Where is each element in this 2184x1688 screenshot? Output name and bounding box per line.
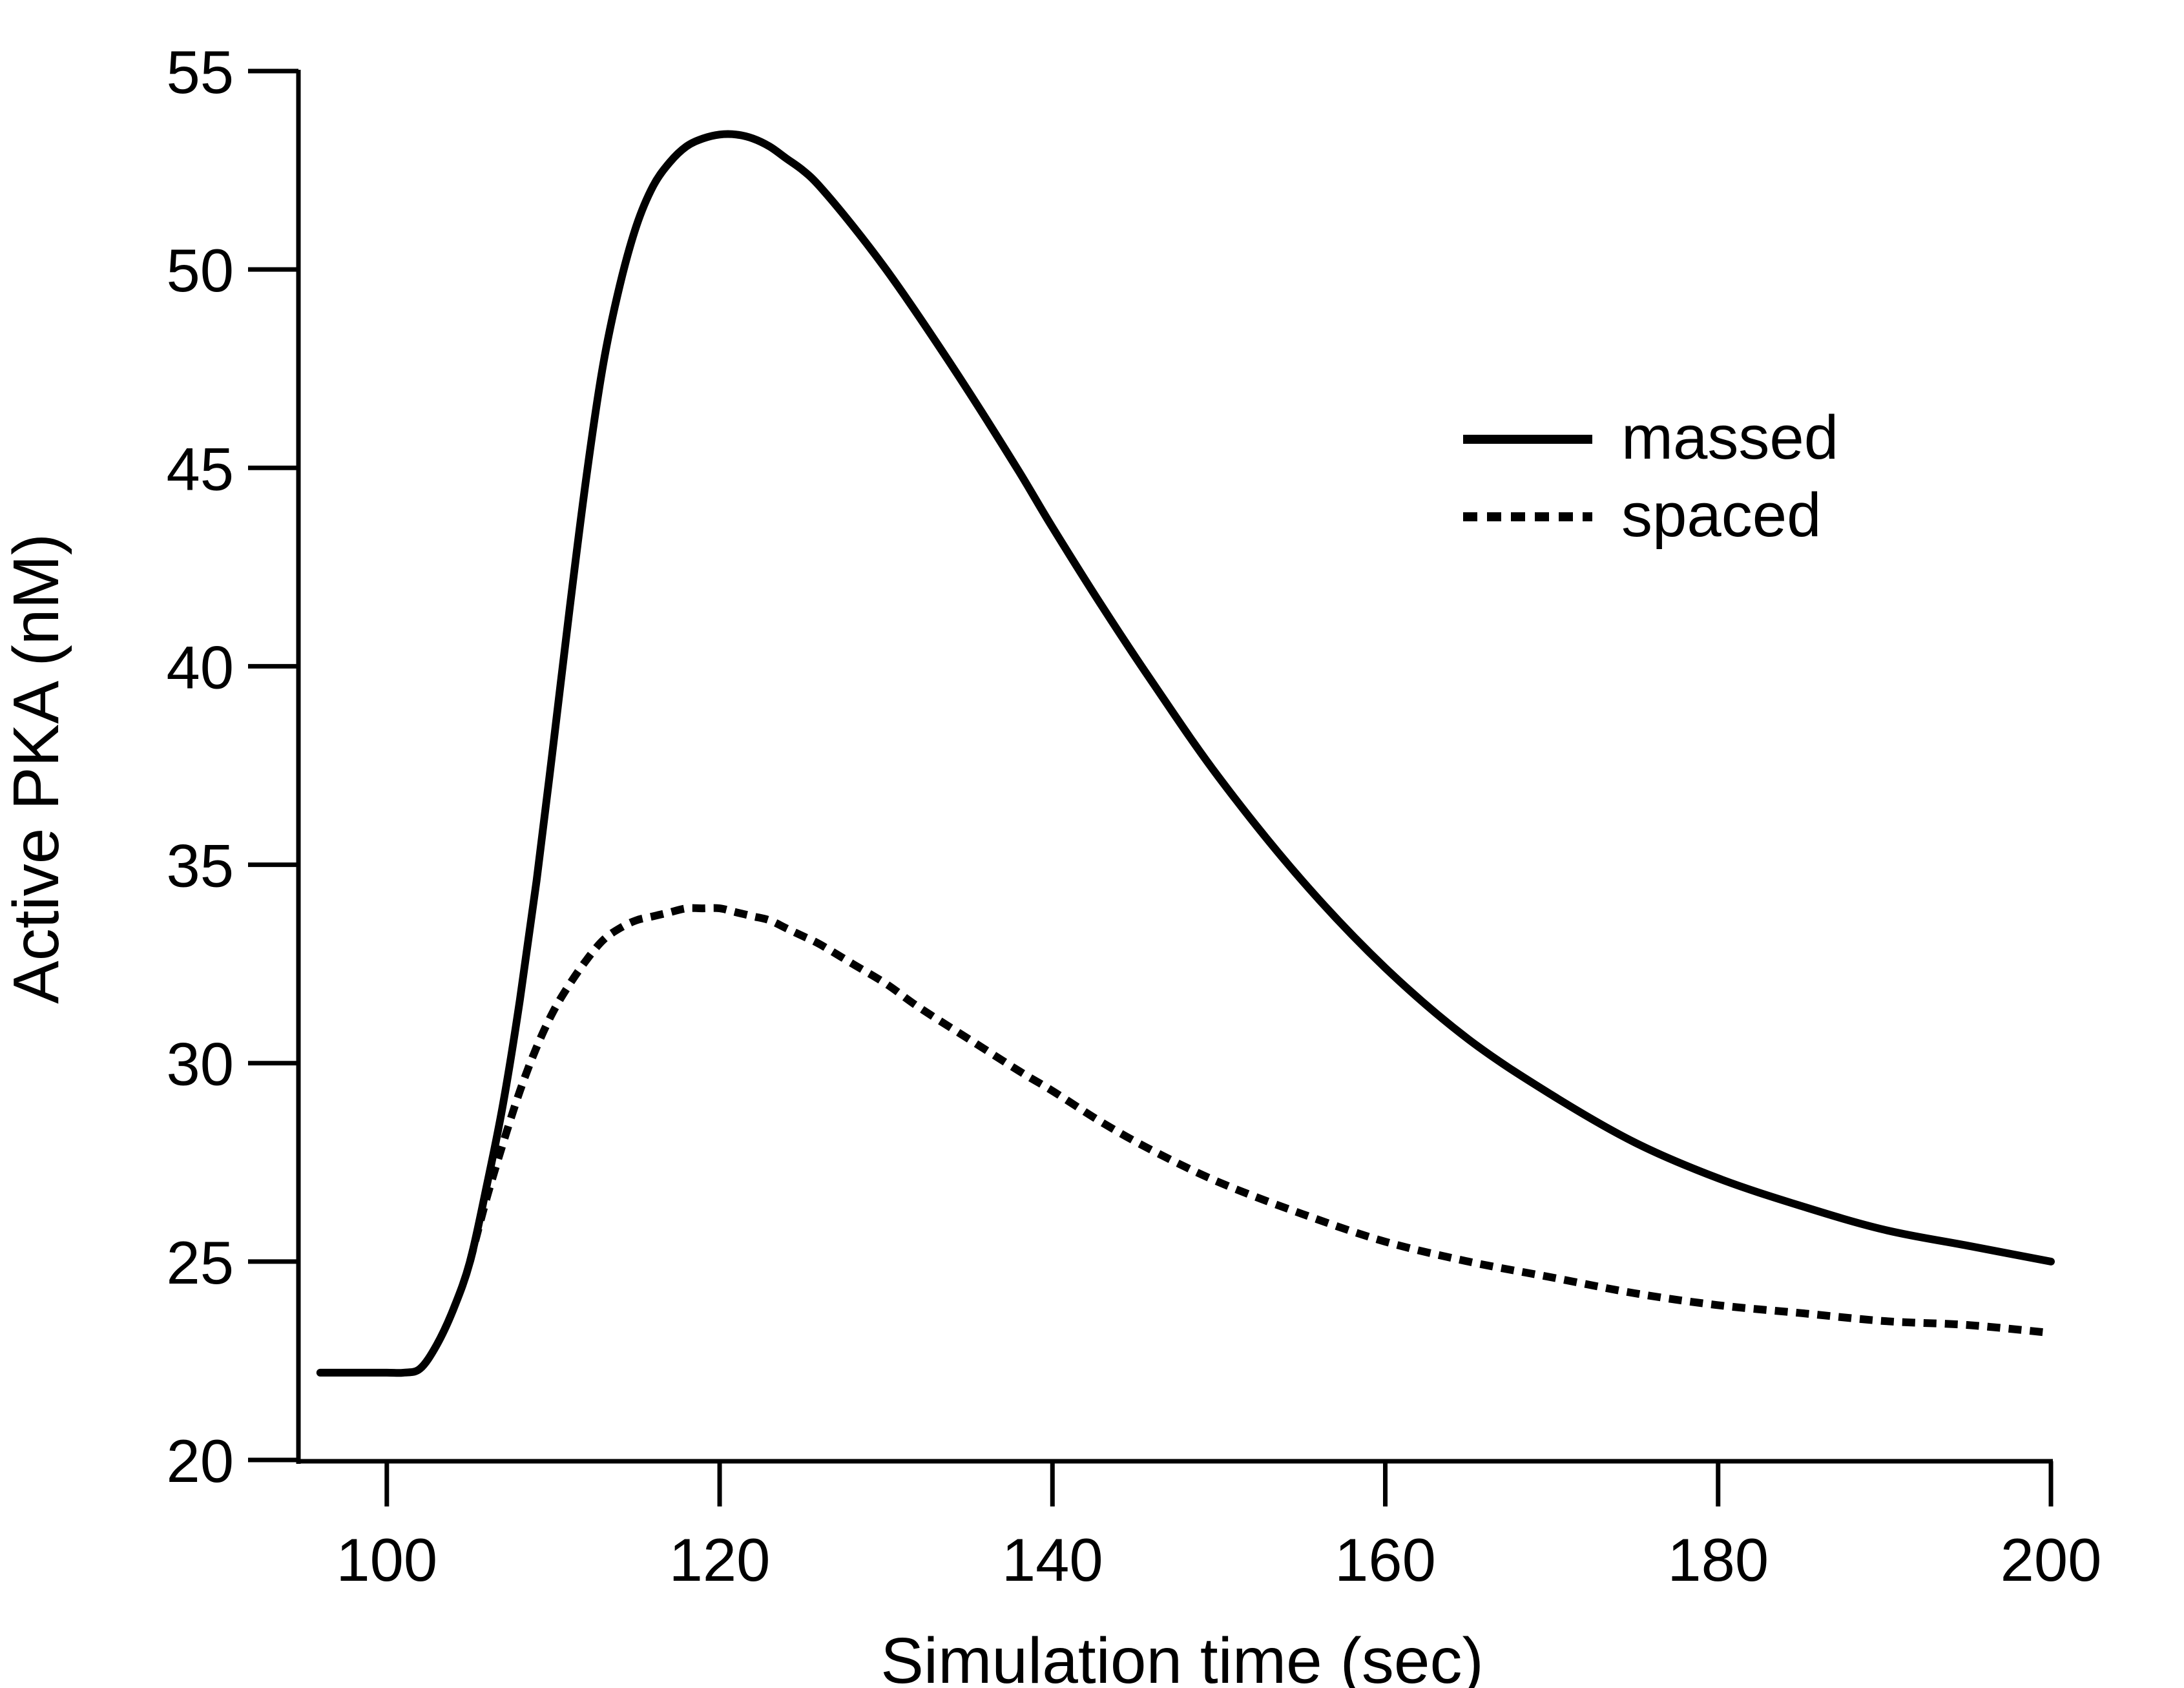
series-layer — [316, 130, 2055, 1377]
y-tick-label-45: 45 — [166, 435, 234, 503]
y-tick-label-25: 25 — [166, 1229, 234, 1297]
x-tick-label-140: 140 — [1002, 1526, 1103, 1594]
legend-label-massed: massed — [1621, 403, 1838, 472]
x-axis: 100 120 140 160 180 200 — [296, 1459, 2102, 1594]
series-line-spaced — [466, 904, 2052, 1337]
y-axis-title: Active PKA (nM) — [0, 534, 72, 1004]
y-tick-label-20: 20 — [166, 1427, 234, 1495]
y-axis: 20 25 30 35 40 45 50 55 — [166, 38, 301, 1495]
x-tick-label-100: 100 — [336, 1526, 437, 1594]
y-tick-label-30: 30 — [166, 1030, 234, 1098]
x-tick-label-160: 160 — [1335, 1526, 1436, 1594]
legend: massed spaced — [1463, 403, 1838, 550]
x-tick-label-180: 180 — [1667, 1526, 1769, 1594]
plot-area: 20 25 30 35 40 45 50 55 100 120 140 160 180 200 — [166, 38, 2101, 1594]
x-tick-label-120: 120 — [669, 1526, 771, 1594]
x-axis-title: Simulation time (sec) — [880, 1625, 1484, 1688]
y-tick-label-55: 55 — [166, 38, 234, 106]
y-tick-label-35: 35 — [166, 832, 234, 900]
series-line-massed — [316, 130, 2055, 1377]
x-tick-label-200: 200 — [2001, 1526, 2102, 1594]
y-tick-label-40: 40 — [166, 633, 234, 701]
y-tick-label-50: 50 — [166, 236, 234, 304]
legend-label-spaced: spaced — [1621, 481, 1822, 550]
